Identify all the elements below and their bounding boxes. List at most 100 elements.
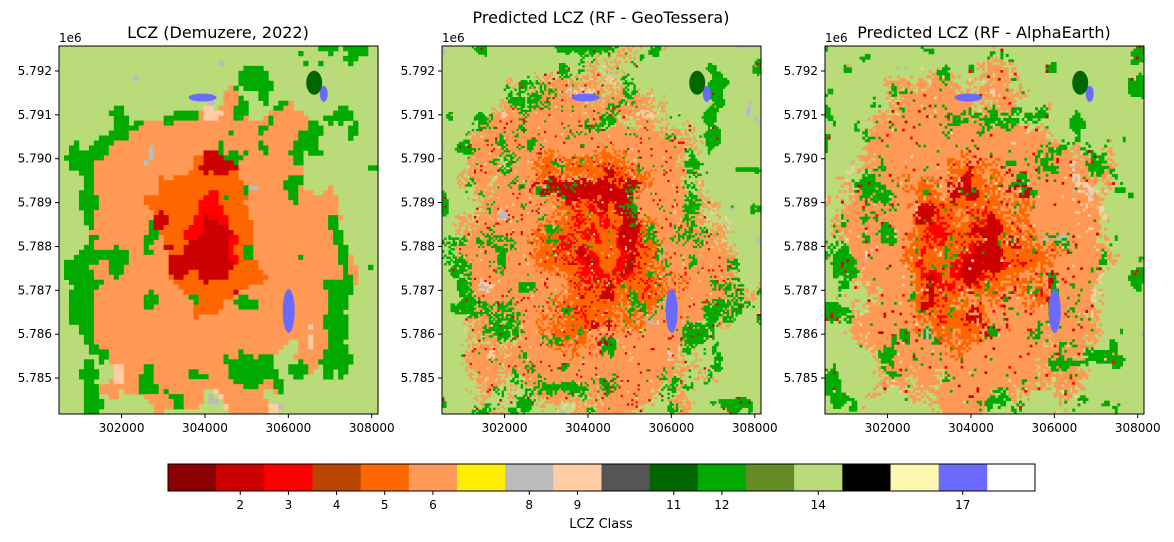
lcz-cell	[584, 50, 587, 53]
lcz-cell	[303, 334, 309, 340]
lcz-cell	[522, 86, 526, 89]
lcz-cell	[118, 314, 125, 320]
lcz-cell	[243, 309, 249, 315]
lcz-cell	[168, 379, 174, 385]
lcz-cell	[253, 404, 259, 410]
lcz-cell	[103, 215, 110, 221]
lcz-cell	[88, 215, 95, 221]
lcz-cell	[565, 86, 568, 89]
lcz-cell	[288, 369, 294, 375]
lcz-cell	[601, 118, 604, 121]
lcz-cell	[108, 175, 115, 181]
lcz-cell	[213, 349, 219, 355]
lcz-cell	[586, 109, 590, 113]
lcz-cell	[108, 319, 115, 325]
lcz-cell	[610, 114, 613, 117]
lcz-cell	[558, 122, 562, 126]
lcz-cell	[153, 239, 159, 246]
lcz-cell	[580, 80, 583, 83]
lcz-cell	[278, 324, 284, 330]
lcz-cell	[158, 309, 164, 315]
lcz-cell	[153, 279, 159, 285]
lcz-cell	[631, 99, 634, 102]
lcz-cell	[173, 215, 179, 221]
lcz-cell	[243, 75, 249, 82]
lcz-cell	[273, 284, 279, 290]
lcz-cell	[633, 109, 636, 113]
lcz-cell	[243, 289, 249, 295]
lcz-cell	[158, 125, 164, 131]
lcz-cell	[128, 349, 135, 355]
lcz-cell	[173, 304, 179, 310]
lcz-cell	[268, 120, 274, 126]
lcz-cell	[128, 215, 135, 221]
lcz-cell	[83, 304, 90, 310]
lcz-cell	[313, 349, 319, 355]
lcz-cell	[188, 130, 194, 136]
lcz-cell	[658, 48, 662, 51]
lcz-cell	[138, 344, 145, 350]
lcz-cell	[639, 103, 643, 106]
lcz-cell	[183, 294, 189, 300]
lcz-cell	[607, 97, 611, 100]
lcz-cell	[273, 249, 279, 256]
lcz-cell	[516, 126, 519, 130]
lcz-cell	[558, 69, 562, 72]
lcz-cell	[533, 105, 536, 108]
lcz-cell	[158, 274, 164, 281]
lcz-cell	[567, 122, 570, 126]
lcz-cell	[303, 230, 309, 236]
lcz-cell	[665, 101, 668, 104]
lcz-cell	[308, 359, 314, 365]
lcz-cell	[158, 279, 164, 285]
lcz-cell	[183, 195, 189, 201]
lcz-cell	[283, 110, 289, 116]
lcz-cell	[148, 220, 154, 226]
lcz-cell	[539, 105, 543, 108]
lcz-cell	[128, 339, 135, 345]
lcz-cell	[754, 67, 758, 70]
lcz-cell	[548, 101, 551, 104]
lcz-cell	[714, 90, 717, 94]
lcz-cell	[93, 180, 100, 186]
lcz-cell	[599, 101, 602, 104]
lcz-cell	[198, 289, 204, 295]
lcz-cell	[635, 103, 638, 106]
lcz-cell	[138, 254, 145, 261]
lcz-cell	[575, 103, 579, 106]
lcz-cell	[571, 99, 575, 102]
lcz-cell	[93, 314, 100, 320]
lcz-cell	[575, 73, 579, 77]
lcz-cell	[718, 92, 721, 96]
lcz-cell	[198, 369, 204, 375]
lcz-cell	[138, 130, 145, 136]
lcz-cell	[183, 384, 189, 390]
lcz-cell	[308, 145, 314, 151]
lcz-cell	[624, 105, 628, 108]
lcz-cell	[308, 284, 314, 290]
lcz-cell	[548, 99, 551, 102]
lcz-cell	[83, 160, 90, 166]
lcz-cell	[108, 225, 115, 231]
lcz-cell	[471, 122, 475, 126]
lcz-cell	[529, 97, 532, 100]
lcz-cell	[635, 50, 638, 53]
lcz-cell	[258, 215, 264, 221]
lcz-cell	[173, 274, 179, 281]
lcz-cell	[238, 160, 244, 166]
lcz-cell	[173, 324, 179, 330]
lcz-cell	[283, 234, 289, 241]
lcz-cell	[338, 110, 344, 116]
lcz-cell	[278, 404, 284, 410]
lcz-cell	[624, 94, 628, 98]
lcz-cell	[624, 92, 628, 96]
lcz-cell	[283, 180, 289, 186]
lcz-cell	[233, 364, 239, 370]
lcz-cell	[178, 145, 184, 151]
lcz-cell	[303, 200, 309, 206]
lcz-cell	[103, 309, 110, 315]
lcz-cell	[565, 122, 568, 126]
lcz-cell	[607, 54, 611, 57]
lcz-cell	[138, 264, 145, 271]
lcz-cell	[724, 84, 728, 87]
